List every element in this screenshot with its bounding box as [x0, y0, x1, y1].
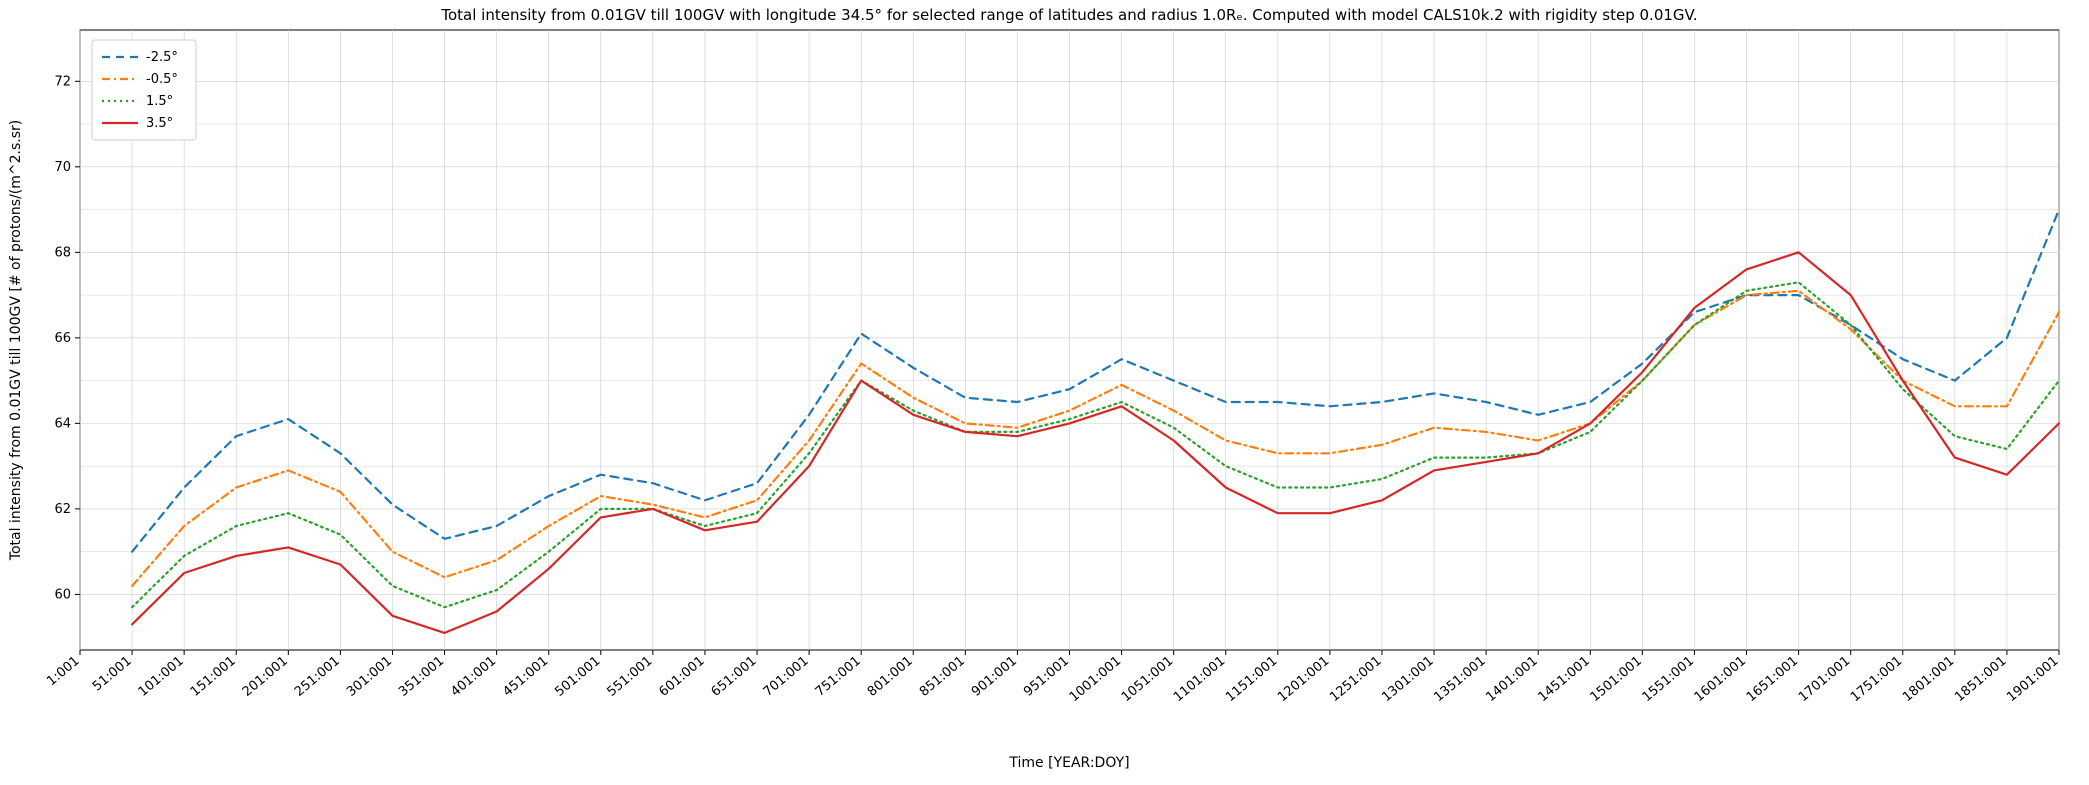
legend: -2.5° -0.5° 1.5° 3.5° — [92, 40, 196, 140]
y-tick-label: 62 — [54, 502, 71, 517]
x-axis-label: Time [YEAR:DOY] — [1008, 755, 1129, 771]
chart-svg: 1:00151:001101:001151:001201:001251:0013… — [0, 0, 2089, 785]
y-tick-label: 66 — [54, 331, 71, 346]
y-tick-label: 72 — [54, 74, 71, 89]
chart-title: Total intensity from 0.01GV till 100GV w… — [440, 6, 1697, 24]
y-tick-label: 68 — [54, 245, 71, 260]
y-tick-label: 60 — [54, 587, 71, 602]
legend-label: -2.5° — [146, 50, 178, 65]
legend-label: 1.5° — [146, 94, 173, 109]
y-axis-label: Total intensity from 0.01GV till 100GV [… — [8, 120, 24, 561]
y-tick-label: 64 — [54, 416, 71, 431]
intensity-latitude-chart: 1:00151:001101:001151:001201:001251:0013… — [0, 0, 2089, 785]
legend-label: 3.5° — [146, 116, 173, 131]
legend-label: -0.5° — [146, 72, 178, 87]
y-tick-label: 70 — [54, 160, 71, 175]
